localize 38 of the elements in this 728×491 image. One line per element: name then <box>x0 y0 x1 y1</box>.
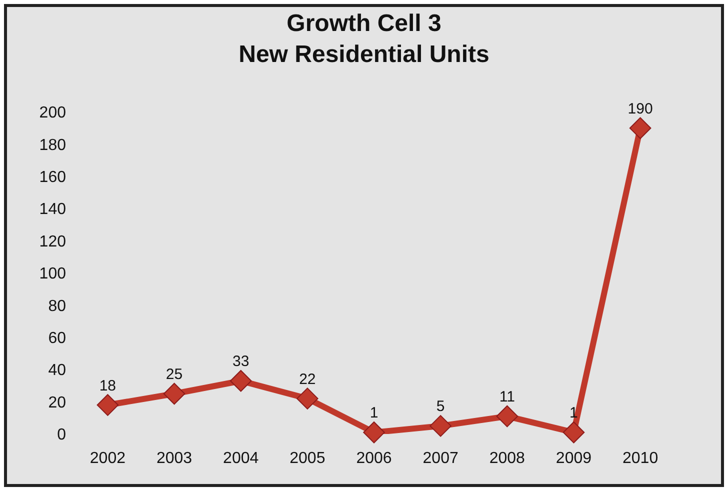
point <box>296 388 318 410</box>
point <box>363 421 385 444</box>
point <box>163 382 186 405</box>
chart-title: Growth Cell 3 New Residential Units <box>238 10 490 68</box>
y-tick-label: 80 <box>48 298 66 315</box>
x-tick-label: 2003 <box>156 450 192 467</box>
x-tick-label: 2008 <box>489 450 526 467</box>
point <box>430 415 452 437</box>
point <box>230 370 252 392</box>
y-tick-label: 40 <box>48 362 66 380</box>
y-tick-label: 120 <box>39 233 66 250</box>
data-label: 11 <box>499 388 515 406</box>
x-tick-label: 2009 <box>556 450 592 467</box>
x-tick-label: 2006 <box>356 450 392 467</box>
data-label: 18 <box>99 377 116 394</box>
point <box>562 421 585 444</box>
x-tick-label: 2010 <box>622 450 658 467</box>
y-tick-label: 160 <box>39 169 66 186</box>
y-tick-label: 0 <box>57 426 66 444</box>
data-label: 5 <box>436 398 445 416</box>
data-label: 33 <box>232 353 250 370</box>
data-label: 25 <box>166 366 183 383</box>
x-tick-label: 2004 <box>223 450 259 467</box>
y-tick-label: 60 <box>48 330 66 347</box>
y-tick-label: 140 <box>39 201 66 218</box>
y-tick-label: 100 <box>39 266 66 283</box>
x-tick-label: 2007 <box>422 450 458 467</box>
point <box>629 117 652 139</box>
point <box>96 394 119 416</box>
point <box>496 405 518 428</box>
y-tick-label: 20 <box>48 394 66 412</box>
x-tick-label: 2002 <box>90 450 126 467</box>
data-label: 22 <box>299 370 316 388</box>
y-tick-label: 180 <box>39 136 66 154</box>
data-label: 190 <box>628 100 653 118</box>
x-tick-label: 2005 <box>290 450 326 467</box>
data-label: 1 <box>370 404 378 422</box>
y-tick-label: 200 <box>39 104 66 122</box>
